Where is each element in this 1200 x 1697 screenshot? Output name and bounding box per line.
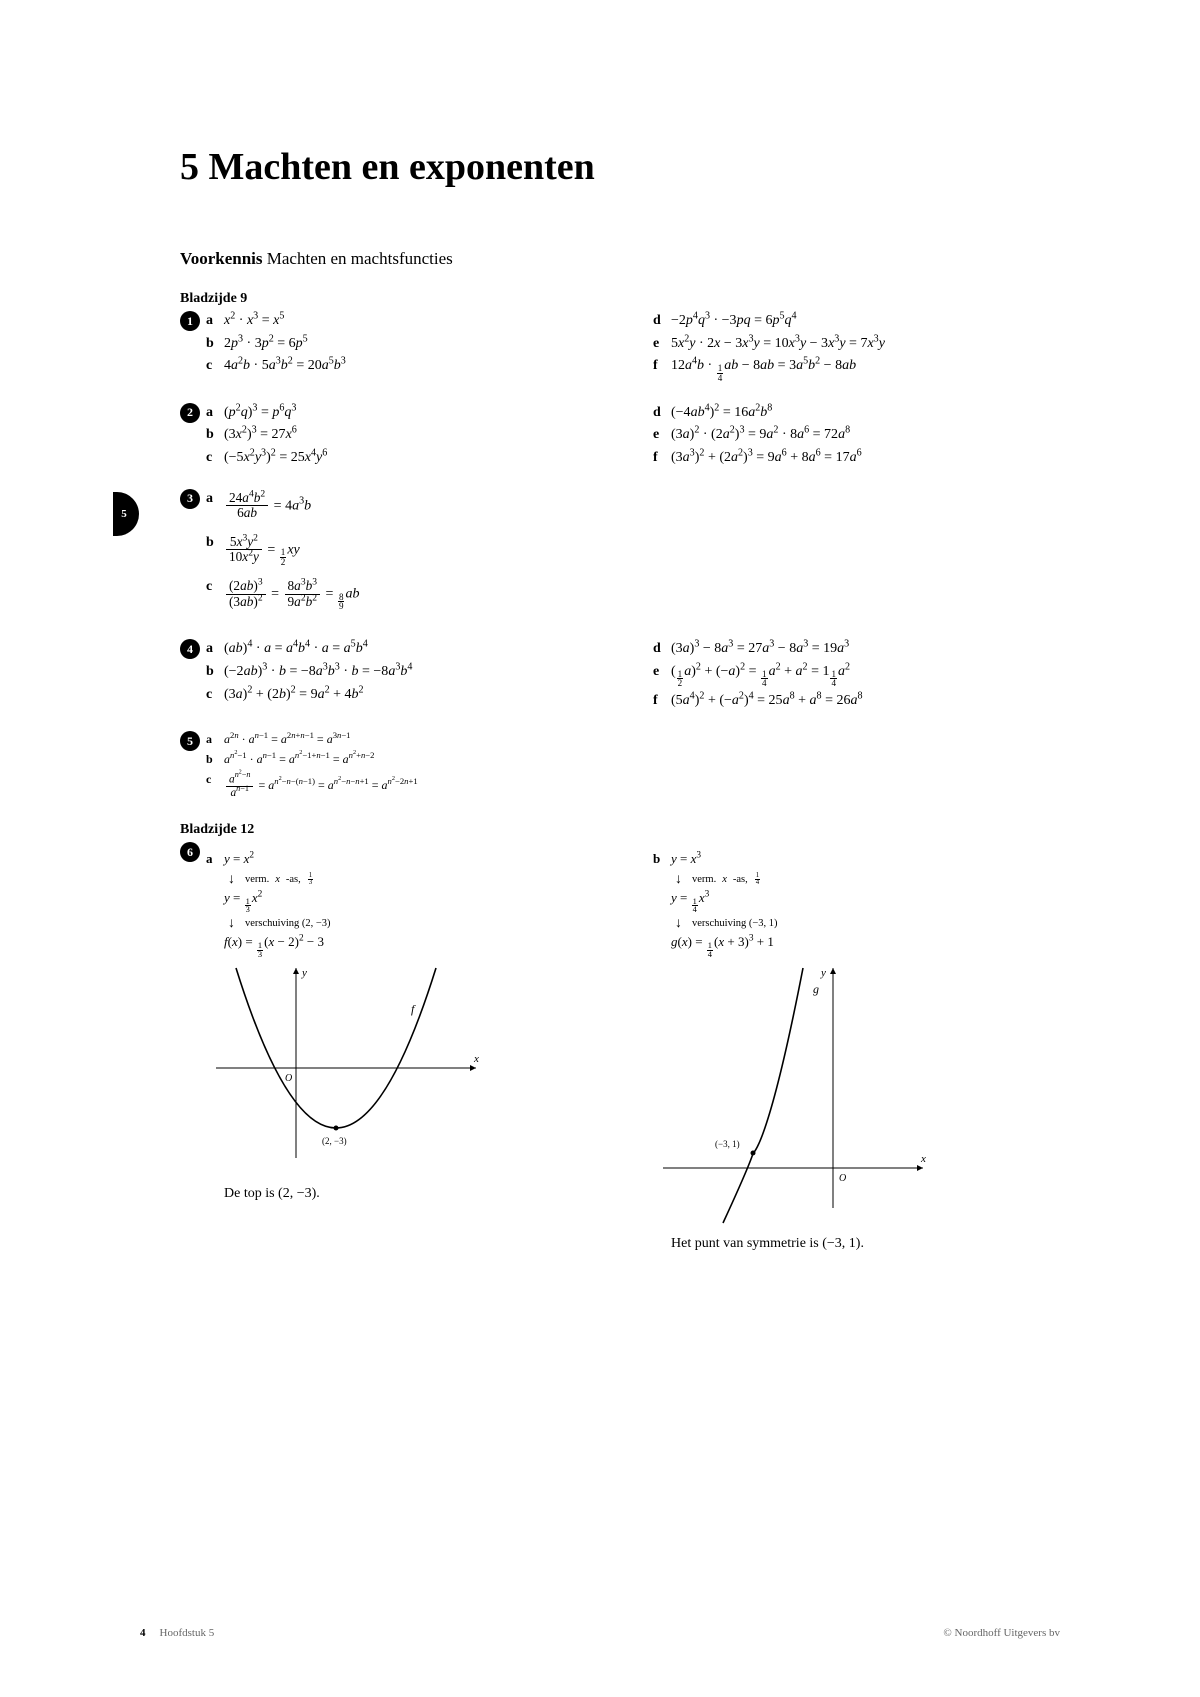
step-6b-1: verm. x-as, 14 [675,872,1060,888]
graph-cubic: Oy x g (−3, 1) [653,958,933,1228]
page-ref-1: Bladzijde 9 [180,291,1060,307]
eq-6b-start: y = x3 [671,850,1060,868]
eq-6a-mid: y = 13x2 [224,890,613,914]
eq-6b-mid: y = 14x3 [671,890,1060,914]
exercise-number: 6 [180,842,200,862]
equation-line: b(−2ab)3 · b = −8a3b3 · b = −8a3b4 [206,662,613,682]
svg-text:y: y [820,967,826,979]
step-6a-2: verschuiving (2, −3) [228,916,613,932]
equation-line: e(12a)2 + (−a)2 = 14a2 + a2 = 114a2 [653,662,1060,688]
caption-6b: Het punt van symmetrie is (−3, 1). [671,1236,1060,1252]
equation-line: can2−nan−1 = an2−n−(n−1) = an2−n−n+1 = a… [206,771,613,802]
equation-line: f12a4b · 14ab − 8ab = 3a5b2 − 8ab [653,356,1060,382]
section-bold: Voorkennis [180,249,263,268]
svg-text:O: O [285,1073,292,1084]
exercise-3-left: a24a4b26ab = 4a3b b5x3y210x2y = 12xy c(2ab… [206,489,613,622]
page-ref-2: Bladzijde 12 [180,822,1060,838]
exercise-4-right: d(3a)3 − 8a3 = 27a3 − 8a3 = 19a3 e(12a)2 … [653,639,1060,713]
equation-line: c(3a)2 + (2b)2 = 9a2 + 4b2 [206,685,613,705]
svg-text:f: f [411,1002,416,1016]
equation-line: d(−4ab4)2 = 16a2b8 [653,403,1060,423]
footer-chapter: Hoofdstuk 5 [160,1627,215,1639]
section-heading: Voorkennis Machten en machtsfuncties [180,249,1060,269]
footer-publisher: © Noordhoff Uitgevers bv [943,1627,1060,1639]
equation-line: ax2 · x3 = x5 [206,311,613,331]
equation-line: e5x2y · 2x − 3x3y = 10x3y − 3x3y = 7x3y [653,334,1060,354]
step-6b-2: verschuiving (−3, 1) [675,916,1060,932]
page-number: 4 [140,1627,146,1639]
svg-text:g: g [813,982,819,996]
exercise-1-left: ax2 · x3 = x5 b2p3 · 3p2 = 6p5c4a2b · 5a3… [206,311,613,385]
equation-line: e(3a)2 · (2a2)3 = 9a2 · 8a6 = 72a8 [653,425,1060,445]
eq-6a-end: f(x) = 13(x − 2)2 − 3 [224,934,613,958]
equation-line: c(−5x2y3)2 = 25x4y6 [206,448,613,468]
equation-line: f(5a4)2 + (−a2)4 = 25a8 + a8 = 26a8 [653,691,1060,711]
equation-line: b5x3y210x2y = 12xy [206,533,613,567]
graph-parabola: Oy x f (2, −3) [206,958,486,1178]
equation-line: aa2n · an−1 = a2n+n−1 = a3n−1 [206,731,613,748]
exercise-2-left: a(p2q)3 = p6q3b(3x2)3 = 27x6 c(−5x2y3)2 =… [206,403,613,471]
page-content: 5 Machten en exponenten Voorkennis Macht… [0,0,1200,1330]
step-6a-1: verm. x-as, 13 [228,872,613,888]
exercise-number: 3 [180,489,200,509]
equation-line: d(3a)3 − 8a3 = 27a3 − 8a3 = 19a3 [653,639,1060,659]
equation-line: d−2p4q3 · −3pq = 6p5q4 [653,311,1060,331]
caption-6a: De top is (2, −3). [224,1186,613,1202]
svg-text:x: x [920,1153,926,1165]
equation-line: b2p3 · 3p2 = 6p5 [206,334,613,354]
svg-text:(2, −3): (2, −3) [322,1136,347,1146]
equation-line: c(2ab)3(3ab)2 = 8a3b39a2b2 = 89ab [206,577,613,611]
page-footer: 4 Hoofdstuk 5 © Noordhoff Uitgevers bv [140,1627,1060,1639]
exercise-number: 5 [180,731,200,751]
svg-text:O: O [839,1173,846,1184]
exercise-number: 1 [180,311,200,331]
exercise-2-right: d(−4ab4)2 = 16a2b8e(3a)2 · (2a2)3 = 9a2 … [653,403,1060,471]
eq-6b-end: g(x) = 14(x + 3)3 + 1 [671,934,1060,958]
exercise-2: 2 a(p2q)3 = p6q3b(3x2)3 = 27x6 c(−5x2y3)2… [180,403,1060,471]
equation-line: ban2−1 · an−1 = an2−1+n−1 = an2+n−2 [206,751,613,768]
chapter-title: 5 Machten en exponenten [180,145,1060,189]
exercise-1-right: d−2p4q3 · −3pq = 6p5q4 e5x2y · 2x − 3x3y … [653,311,1060,385]
svg-text:x: x [473,1053,479,1065]
equation-line: c4a2b · 5a3b2 = 20a5b3 [206,356,613,376]
exercise-5: 5 aa2n · an−1 = a2n+n−1 = a3n−1 ban2−1 · … [180,731,1060,804]
exercise-6: 6 ay = x2 verm. x-as, 13 y = 13x2 versch… [180,842,1060,1252]
eq-6a-start: y = x2 [224,850,613,868]
exercise-4-left: a(ab)4 · a = a4b4 · a = a5b4 b(−2ab)3 · b… [206,639,613,713]
svg-text:y: y [301,967,307,979]
equation-line: a24a4b26ab = 4a3b [206,489,613,523]
equation-line: f(3a3)2 + (2a2)3 = 9a6 + 8a6 = 17a6 [653,448,1060,468]
exercise-1: 1 ax2 · x3 = x5 b2p3 · 3p2 = 6p5c4a2b · 5… [180,311,1060,385]
exercise-4: 4 a(ab)4 · a = a4b4 · a = a5b4 b(−2ab)3 ·… [180,639,1060,713]
exercise-number: 4 [180,639,200,659]
equation-line: a(ab)4 · a = a4b4 · a = a5b4 [206,639,613,659]
equation-line: b(3x2)3 = 27x6 [206,425,613,445]
equation-line: a(p2q)3 = p6q3 [206,403,613,423]
exercise-5-left: aa2n · an−1 = a2n+n−1 = a3n−1 ban2−1 · an… [206,731,613,804]
exercise-6b: by = x3 verm. x-as, 14 y = 14x3 verschui… [653,850,1060,1252]
exercise-number: 2 [180,403,200,423]
section-rest: Machten en machtsfuncties [263,249,453,268]
exercise-3: 3 a24a4b26ab = 4a3b b5x3y210x2y = 12xy c(2… [180,489,1060,622]
svg-text:(−3, 1): (−3, 1) [715,1139,740,1149]
exercise-6a: ay = x2 verm. x-as, 13 y = 13x2 verschui… [206,850,613,1252]
